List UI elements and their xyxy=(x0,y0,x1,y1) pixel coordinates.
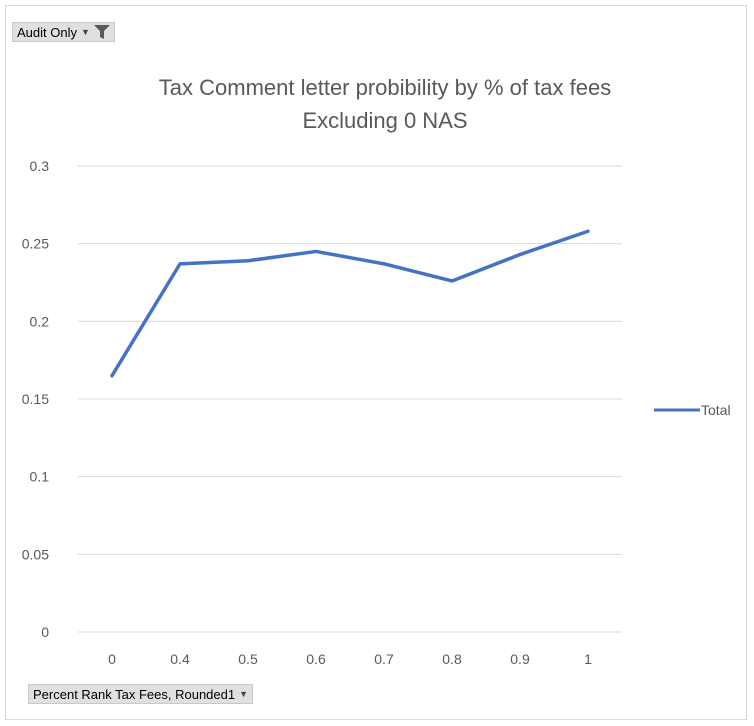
series-lines xyxy=(110,229,590,378)
audit-only-filter-button[interactable]: Audit Only ▼ xyxy=(12,22,115,42)
y-axis-tick-labels: 0 0.05 0.1 0.15 0.2 0.25 0.3 xyxy=(22,158,49,640)
dropdown-arrow-icon: ▼ xyxy=(80,27,90,37)
legend-label-total: Total xyxy=(701,402,731,418)
axis-field-button[interactable]: Percent Rank Tax Fees, Rounded1 ▼ xyxy=(28,684,254,704)
y-tick-label: 0.05 xyxy=(22,546,49,562)
chart-title: Tax Comment letter probibility by % of t… xyxy=(159,75,611,100)
x-axis-tick-labels: 0 0.4 0.5 0.6 0.7 0.8 0.9 1 xyxy=(108,651,592,667)
x-tick-label: 0.7 xyxy=(374,651,394,667)
y-tick-label: 0.25 xyxy=(22,236,49,252)
y-tick-label: 0.2 xyxy=(30,313,50,329)
data-point[interactable] xyxy=(586,229,590,233)
x-tick-label: 0.4 xyxy=(170,651,190,667)
data-point[interactable] xyxy=(178,262,182,266)
y-tick-label: 0.3 xyxy=(30,158,50,174)
funnel-icon xyxy=(93,25,110,39)
y-tick-label: 0.15 xyxy=(22,391,49,407)
y-tick-label: 0 xyxy=(41,624,49,640)
x-tick-label: 0.9 xyxy=(510,651,530,667)
x-tick-label: 1 xyxy=(584,651,592,667)
data-point[interactable] xyxy=(246,259,250,263)
dropdown-arrow-icon: ▼ xyxy=(239,689,249,699)
data-point[interactable] xyxy=(314,249,318,253)
x-tick-label: 0.8 xyxy=(442,651,462,667)
y-tick-label: 0.1 xyxy=(30,469,50,485)
data-point[interactable] xyxy=(450,279,454,283)
data-point[interactable] xyxy=(518,253,522,257)
chart-area[interactable] xyxy=(5,5,747,720)
x-tick-label: 0 xyxy=(108,651,116,667)
gridlines xyxy=(78,165,622,633)
data-point[interactable] xyxy=(382,262,386,266)
x-tick-label: 0.6 xyxy=(306,651,326,667)
data-point[interactable] xyxy=(110,374,114,378)
filter-button-label: Audit Only xyxy=(17,24,77,40)
x-tick-label: 0.5 xyxy=(238,651,258,667)
axis-field-button-label: Percent Rank Tax Fees, Rounded1 xyxy=(33,686,236,702)
legend[interactable]: Total xyxy=(654,402,731,418)
series-line-total[interactable] xyxy=(110,229,590,378)
chart-subtitle: Excluding 0 NAS xyxy=(302,108,467,133)
